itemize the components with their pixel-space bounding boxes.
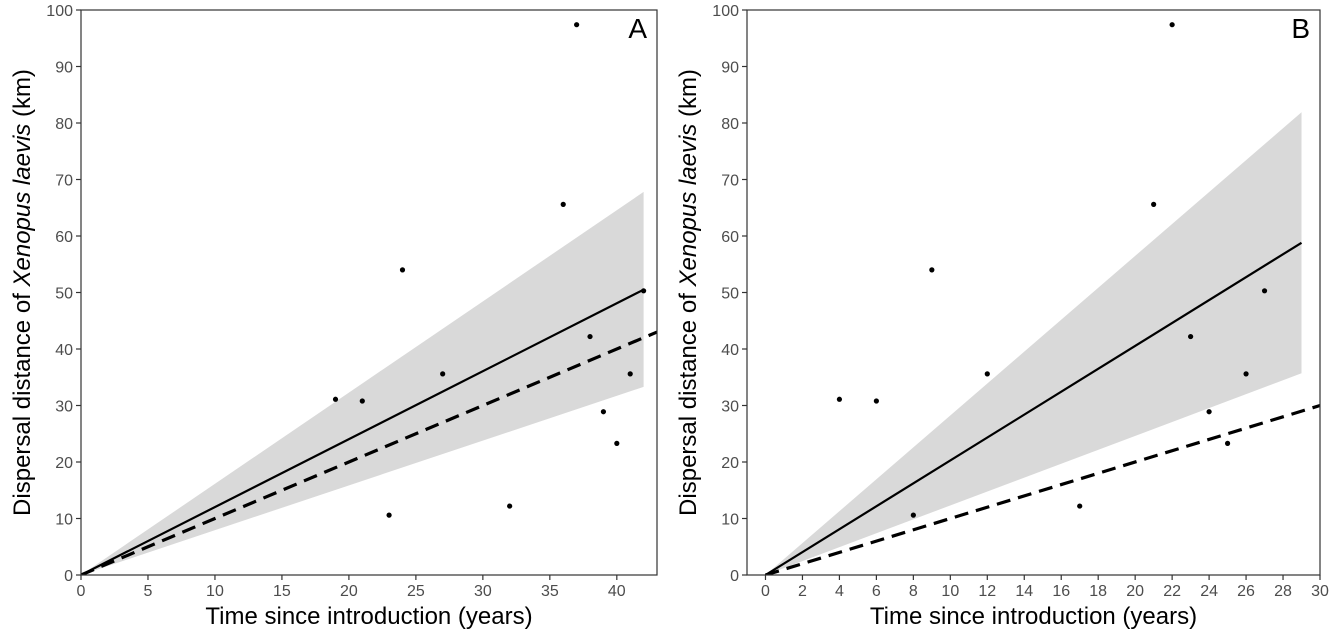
chart-a-y-tick-label-10: 100	[46, 3, 73, 20]
chart-b-y-axis-title: Dispersal distance of Xenopus laevis (km…	[675, 69, 702, 516]
chart-b-plot-area	[764, 22, 1320, 575]
chart-b-y-axis-title-prefix: Dispersal distance of	[675, 286, 702, 515]
chart-b-data-point-8	[1188, 333, 1194, 340]
chart-a-data-point-3	[399, 267, 406, 273]
chart-b-fit-line	[764, 241, 1303, 575]
chart-b-y-tick-label-4: 40	[721, 342, 739, 359]
chart-b-x-tick-label-8: 16	[1052, 583, 1070, 600]
chart-b-panel-letter: B	[1291, 13, 1310, 44]
chart-b-x-tick-label-5: 10	[941, 583, 959, 600]
chart-a-data-point-12	[641, 288, 647, 294]
chart-b-x-tick-label-6: 12	[978, 583, 996, 600]
chart-b-x-axis-title: Time since introduction (years)	[870, 603, 1197, 630]
chart-a-y-axis-title-species: Xenopus laevis	[9, 124, 36, 288]
chart-a-x-tick-label-6: 30	[474, 583, 492, 600]
chart-a-y-tick-label-8: 80	[55, 116, 73, 133]
chart-a-y-tick-label-2: 20	[55, 455, 73, 472]
chart-a-y-tick-label-5: 50	[55, 286, 73, 303]
chart-a-data-point-1	[359, 398, 365, 404]
chart-a-x-tick-label-3: 15	[273, 583, 291, 600]
chart-b-data-point-7	[1169, 22, 1175, 28]
chart-b-x-tick-label-9: 18	[1089, 583, 1107, 600]
chart-b-x-tick-label-1: 2	[798, 583, 807, 600]
chart-b-y-tick-label-5: 50	[721, 286, 739, 303]
chart-b-y-tick-label-0: 0	[730, 568, 739, 585]
chart-b-y-tick-label-6: 60	[721, 229, 739, 246]
chart-b-data-point-4	[984, 371, 990, 377]
chart-a-plot-area	[81, 22, 657, 575]
chart-a-x-tick-label-1: 5	[144, 583, 153, 600]
chart-a-y-tick-label-9: 90	[55, 60, 73, 77]
chart-b-dashed-line	[765, 403, 1320, 575]
chart-a-panel-letter: A	[628, 13, 647, 44]
chart-b-data-point-6	[1151, 201, 1157, 207]
chart-a-y-tick-label-3: 30	[55, 399, 73, 416]
chart-a-data-point-8	[587, 333, 593, 340]
chart-b-y-tick-label-2: 20	[721, 455, 739, 472]
chart-b-y-tick-label-7: 70	[721, 173, 739, 190]
chart-b-x-tick-label-14: 28	[1274, 583, 1292, 600]
chart-b-x-tick-label-10: 20	[1126, 583, 1144, 600]
chart-b-data-point-1	[873, 398, 879, 404]
chart-a-data-point-4	[440, 371, 446, 377]
chart-b-y-tick-label-10: 100	[712, 3, 739, 20]
chart-a-x-tick-label-8: 40	[608, 583, 626, 600]
chart-b-x-tick-label-7: 14	[1015, 583, 1033, 600]
chart-b-x-tick-label-2: 4	[835, 583, 844, 600]
chart-a-x-axis-title: Time since introduction (years)	[205, 603, 532, 630]
chart-a-x-tick-label-4: 20	[340, 583, 358, 600]
chart-a-y-axis-title-prefix: Dispersal distance of	[9, 286, 36, 515]
chart-a-dashed-line	[81, 330, 657, 575]
chart-b-confidence-band	[765, 112, 1302, 575]
chart-b-x-tick-label-11: 22	[1163, 583, 1181, 600]
chart-b-data-point-10	[1224, 440, 1231, 446]
chart-b-data-point-12	[1261, 288, 1268, 294]
chart-b-x-tick-label-3: 6	[872, 583, 881, 600]
chart-a-data-point-0	[332, 396, 339, 402]
chart-b-x-tick-label-13: 26	[1237, 583, 1255, 600]
chart-b-data-point-0	[836, 396, 843, 402]
chart-b-y-tick-label-1: 10	[721, 512, 739, 529]
chart-b-data-point-5	[1077, 503, 1083, 509]
chart-a-y-tick-label-6: 60	[55, 229, 73, 246]
chart-panel-b: 0 2 4 6 8 10 12 14 16 18 20 22 24 26 28 30 0 10 20 30 40 50 60…	[668, 0, 1344, 631]
chart-a-x-tick-label-2: 10	[206, 583, 224, 600]
chart-a-data-point-7	[574, 22, 580, 28]
chart-b-data-point-2	[910, 512, 916, 518]
chart-a-data-point-9	[600, 409, 607, 415]
chart-a-y-axis-title: Dispersal distance of Xenopus laevis (km…	[9, 69, 36, 516]
chart-b-data-point-11	[1243, 371, 1249, 377]
chart-b-y-tick-label-9: 90	[721, 60, 739, 77]
chart-a-y-tick-label-4: 40	[55, 342, 73, 359]
chart-b-y-tick-label-8: 80	[721, 116, 739, 133]
chart-a-y-tick-label-0: 0	[64, 568, 73, 585]
chart-b-x-tick-label-0: 0	[761, 583, 770, 600]
chart-b-x-tick-label-4: 8	[909, 583, 918, 600]
chart-a-x-tick-label-0: 0	[77, 583, 86, 600]
chart-b-data-point-3	[929, 267, 935, 273]
chart-a-confidence-band	[81, 191, 644, 575]
chart-b-y-axis-title-suffix: (km)	[675, 69, 702, 124]
chart-a-x-tick-label-7: 35	[541, 583, 559, 600]
chart-a-data-point-6	[560, 201, 566, 207]
chart-b-data-point-9	[1206, 409, 1212, 415]
chart-a-data-point-5	[507, 503, 513, 509]
chart-b-y-tick-label-3: 30	[721, 399, 739, 416]
chart-a-svg: 0 5 10 15 20 25 30 35 40 0 10 20 30 40 50 60 70 80 90 100 Ti…	[9, 3, 658, 630]
chart-a-y-axis-title-suffix: (km)	[9, 69, 36, 124]
chart-a-data-point-11	[627, 371, 633, 377]
chart-a-y-tick-label-1: 10	[55, 512, 73, 529]
chart-a-y-tick-label-7: 70	[55, 173, 73, 190]
chart-b-x-tick-label-12: 24	[1200, 583, 1218, 600]
chart-panel-a: 0 5 10 15 20 25 30 35 40 0 10 20 30 40 50 60 70 80 90 100 Ti…	[0, 0, 668, 631]
chart-a-data-point-10	[614, 440, 620, 446]
chart-a-fit-line	[81, 288, 645, 575]
chart-b-svg: 0 2 4 6 8 10 12 14 16 18 20 22 24 26 28 300102030405060…	[675, 3, 1329, 630]
chart-a-data-point-2	[386, 512, 392, 518]
chart-b-x-tick-label-15: 30	[1311, 583, 1329, 600]
chart-b-y-axis-title-species: Xenopus laevis	[675, 124, 702, 288]
chart-a-x-tick-label-5: 25	[407, 583, 425, 600]
